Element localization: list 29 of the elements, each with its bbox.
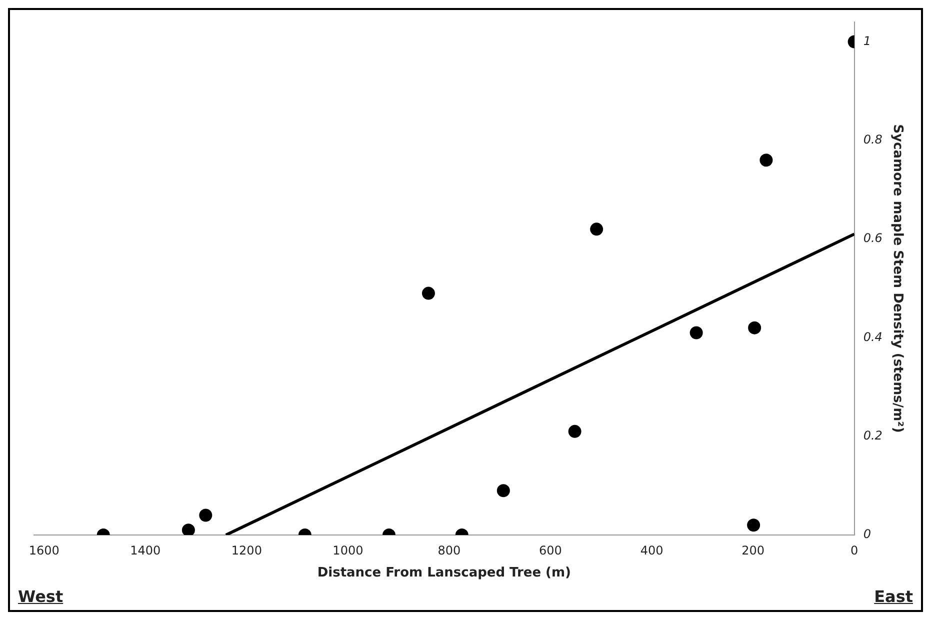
point xyxy=(748,321,762,334)
text: West xyxy=(18,587,64,606)
y-tick-label: 0.4 xyxy=(863,330,882,344)
point xyxy=(690,326,703,340)
x-axis-title: Distance From Lanscaped Tree (m) xyxy=(317,566,571,581)
x-tick-label: 1000 xyxy=(332,543,364,558)
y-tick-label: 0.6 xyxy=(863,231,883,246)
point xyxy=(568,424,582,438)
x-tick-label: 1400 xyxy=(130,543,161,558)
point xyxy=(182,524,195,535)
x-tick-label: 800 xyxy=(438,543,461,558)
point xyxy=(747,518,760,532)
y-axis-title: Sycamore maple Stem Density (stems/m²) xyxy=(890,124,905,433)
point xyxy=(422,286,435,300)
point xyxy=(199,508,212,522)
x-tick-label: 1600 xyxy=(28,543,60,558)
point xyxy=(496,484,510,498)
y-tick-label: 0.8 xyxy=(863,132,883,147)
y-tick-label: 0 xyxy=(863,527,872,542)
x-tick-label: 400 xyxy=(640,543,664,558)
point xyxy=(760,154,773,167)
y-tick-label: 1 xyxy=(863,34,871,48)
x-tick-label: 0 xyxy=(850,543,858,558)
text: East xyxy=(874,587,913,606)
y-tick-label: 0.2 xyxy=(863,428,882,442)
point xyxy=(590,222,604,236)
x-tick-label: 1200 xyxy=(231,543,262,558)
x-tick-label: 200 xyxy=(742,543,764,558)
x-tick-label: 600 xyxy=(539,543,562,558)
